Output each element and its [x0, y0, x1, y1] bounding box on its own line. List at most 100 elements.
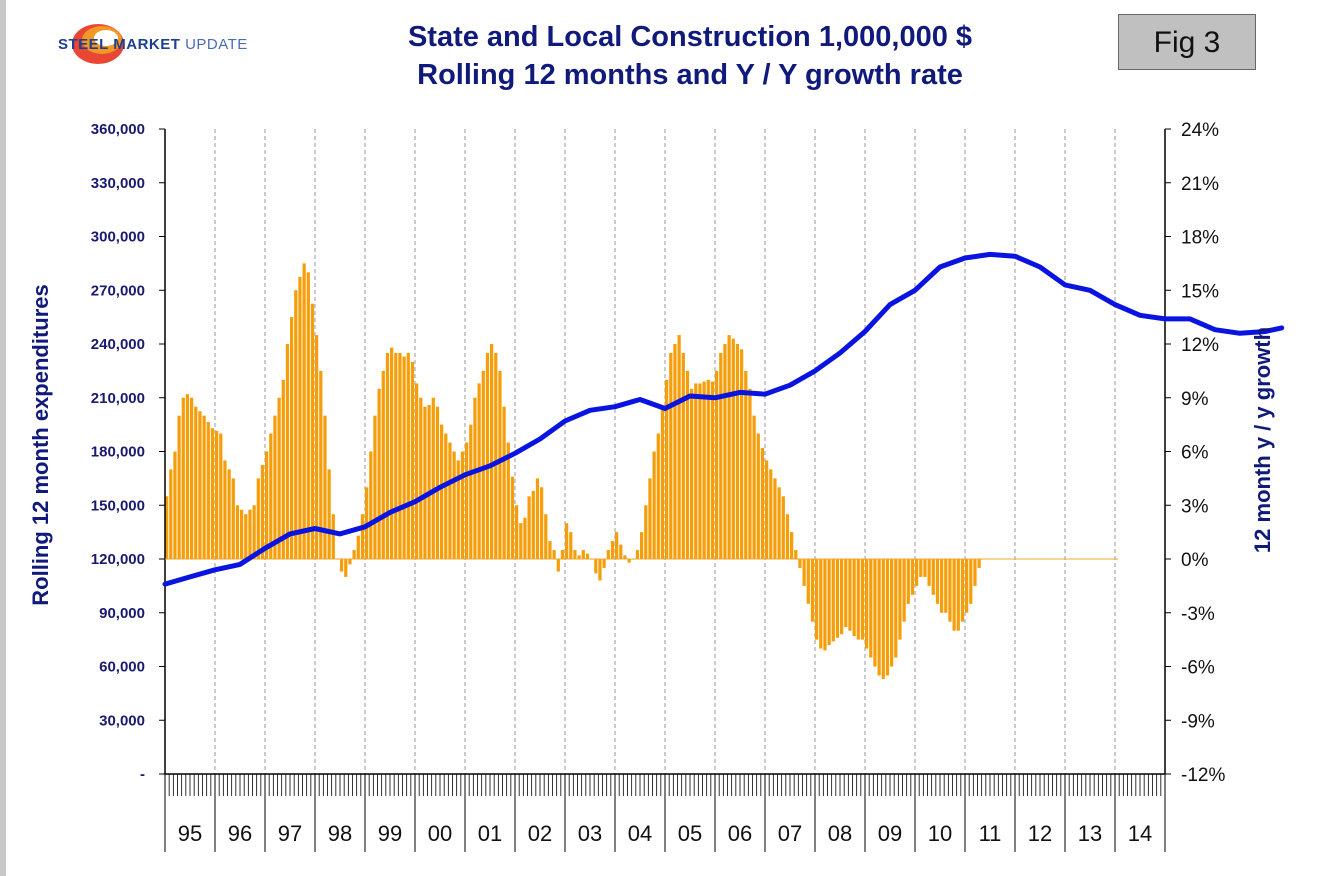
growth-bar: [973, 559, 977, 586]
chart-title-block: State and Local Construction 1,000,000 $…: [300, 18, 1080, 94]
growth-bar: [248, 509, 252, 559]
growth-bar: [710, 381, 715, 559]
growth-bar: [302, 263, 306, 559]
growth-bar: [515, 505, 519, 559]
left-tick-label: 360,000: [91, 121, 145, 138]
growth-bar: [927, 559, 931, 586]
growth-bar: [319, 370, 323, 559]
growth-bar: [273, 415, 277, 559]
growth-bar: [865, 559, 869, 649]
growth-bar: [565, 523, 569, 559]
figure-label: Fig 3: [1118, 14, 1256, 70]
growth-bar: [585, 553, 590, 559]
growth-bar: [331, 514, 335, 559]
growth-bar: [506, 442, 510, 559]
left-edge-strip: [0, 0, 6, 876]
right-tick-label: 6%: [1181, 443, 1209, 464]
growth-bar: [285, 344, 290, 559]
year-label: 11: [979, 821, 1002, 846]
growth-bar: [719, 352, 723, 559]
growth-bar: [381, 370, 385, 559]
growth-bar: [935, 559, 940, 604]
growth-bar: [198, 411, 202, 559]
growth-bar: [340, 559, 344, 572]
growth-bar: [544, 514, 548, 559]
growth-bar: [965, 559, 969, 613]
right-tick-label: -3%: [1181, 604, 1215, 625]
growth-bar: [469, 424, 473, 559]
growth-bar: [444, 433, 448, 559]
growth-bar: [715, 370, 719, 559]
year-label: 95: [178, 821, 202, 846]
growth-bar: [360, 514, 365, 559]
growth-bar: [535, 478, 540, 559]
growth-bar: [298, 276, 302, 559]
growth-bar: [660, 406, 665, 559]
growth-bar: [969, 559, 973, 604]
year-label: 14: [1128, 821, 1152, 846]
growth-bar: [769, 469, 773, 559]
logo-text: STEEL MARKET UPDATE: [58, 36, 248, 53]
growth-bar: [681, 352, 685, 559]
growth-bar: [410, 361, 415, 559]
expenditure-line: [162, 251, 1285, 587]
growth-bar: [510, 476, 515, 559]
growth-bar: [748, 388, 752, 559]
growth-bar: [173, 451, 177, 559]
growth-bar: [906, 559, 910, 604]
year-label: 07: [778, 821, 802, 846]
growth-bar: [798, 559, 802, 568]
growth-bar: [790, 532, 794, 559]
right-tick-label: 15%: [1181, 281, 1219, 302]
growth-bar: [765, 460, 769, 559]
growth-bar: [440, 424, 444, 559]
growth-bar: [610, 541, 615, 559]
growth-bar: [223, 460, 227, 559]
growth-bar: [427, 404, 431, 559]
left-tick-label: 330,000: [91, 175, 145, 192]
year-label: 04: [628, 821, 652, 846]
growth-bar: [581, 550, 585, 559]
year-label: 06: [728, 821, 752, 846]
growth-bar: [560, 550, 565, 559]
growth-bar: [840, 559, 844, 635]
right-tick-label: 12%: [1181, 335, 1219, 356]
left-tick-label: 90,000: [99, 605, 145, 622]
logo-swoosh-icon: [72, 24, 124, 64]
year-label: 09: [878, 821, 902, 846]
growth-bar: [881, 559, 885, 680]
growth-bar: [923, 559, 927, 577]
growth-bar: [394, 352, 398, 559]
right-tick-label: 18%: [1181, 228, 1219, 249]
growth-bar: [756, 433, 760, 559]
right-tick-label: -9%: [1181, 711, 1215, 732]
growth-bar: [190, 397, 194, 559]
growth-bar: [385, 352, 390, 559]
growth-bar: [594, 559, 598, 574]
growth-bar: [852, 559, 856, 637]
growth-bar: [573, 550, 577, 559]
growth-bar: [569, 532, 573, 559]
right-tick-label: 0%: [1181, 550, 1209, 571]
right-tick-label: 21%: [1181, 174, 1219, 195]
right-tick-label: -12%: [1181, 765, 1225, 786]
right-tick-label: 9%: [1181, 389, 1209, 410]
left-tick-label: 120,000: [91, 551, 145, 568]
growth-bar: [235, 505, 240, 559]
growth-bar: [615, 532, 619, 559]
growth-bar: [169, 469, 173, 559]
growth-bar: [231, 478, 235, 559]
growth-bar: [310, 303, 315, 559]
growth-bar: [902, 559, 906, 622]
growth-bar: [423, 406, 427, 559]
growth-bar: [519, 523, 523, 559]
growth-bar: [485, 352, 490, 559]
growth-bar: [465, 442, 469, 559]
growth-bar: [473, 397, 477, 559]
growth-bar: [377, 388, 381, 559]
growth-bar: [619, 544, 623, 559]
growth-bar: [723, 344, 727, 559]
growth-bar: [415, 383, 419, 559]
left-tick-label: 60,000: [99, 659, 145, 676]
right-tick-label: -6%: [1181, 658, 1215, 679]
